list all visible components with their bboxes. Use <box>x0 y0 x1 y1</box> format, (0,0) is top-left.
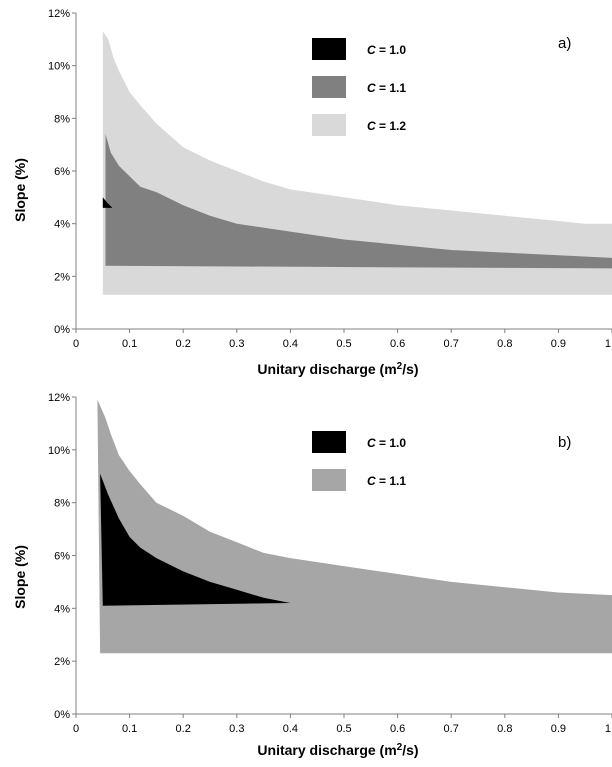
y-tick-label: 10% <box>48 61 70 73</box>
x-tick-label: 0.2 <box>176 338 191 350</box>
x-tick-label: 0.5 <box>336 723 351 735</box>
x-tick-label: 1 <box>605 723 611 735</box>
x-tick-label: 1 <box>605 338 611 350</box>
legend-label: C = 1.2 <box>367 119 406 133</box>
panel-label-b: b) <box>558 434 571 451</box>
series-area-2 <box>102 197 113 208</box>
legend-swatch <box>312 469 346 491</box>
y-tick-label: 0% <box>54 709 70 721</box>
y-tick-label: 4% <box>54 603 70 615</box>
x-tick-label: 0.8 <box>497 723 512 735</box>
legend-label: C = 1.0 <box>367 436 406 450</box>
panel-label-a: a) <box>558 35 571 52</box>
y-tick-label: 10% <box>48 445 70 457</box>
y-tick-label: 4% <box>54 219 70 231</box>
y-tick-label: 0% <box>54 324 70 336</box>
x-tick-label: 0.3 <box>229 723 244 735</box>
x-tick-label: 0.8 <box>497 338 512 350</box>
legend-label: C = 1.1 <box>367 474 406 488</box>
x-tick-label: 0.4 <box>283 723 298 735</box>
x-tick-label: 0.6 <box>390 723 405 735</box>
x-tick-label: 0.3 <box>229 338 244 350</box>
x-tick-label: 0.5 <box>336 338 351 350</box>
legend-swatch <box>312 431 346 453</box>
y-tick-label: 2% <box>54 656 70 668</box>
x-tick-label: 0.1 <box>122 723 137 735</box>
x-axis-title: Unitary discharge (m2/s) <box>257 742 418 758</box>
panel-b: Slope (%) Unitary discharge (m2/s) b) 0%… <box>12 392 612 758</box>
legend-label: C = 1.1 <box>367 81 406 95</box>
y-tick-label: 8% <box>54 498 70 510</box>
x-tick-label: 0.4 <box>283 338 298 350</box>
y-tick-label: 12% <box>48 8 70 20</box>
y-axis-title: Slope (%) <box>12 158 28 222</box>
y-tick-label: 8% <box>54 113 70 125</box>
y-tick-label: 12% <box>48 392 70 404</box>
y-axis-title: Slope (%) <box>12 545 28 609</box>
panel-a: Slope (%) Unitary discharge (m2/s) a) 0%… <box>12 8 612 377</box>
legend-swatch <box>312 38 346 60</box>
series-area-0 <box>97 399 612 654</box>
x-tick-label: 0.2 <box>176 723 191 735</box>
x-tick-label: 0.9 <box>551 338 566 350</box>
x-tick-label: 0 <box>73 723 79 735</box>
x-tick-label: 0 <box>73 338 79 350</box>
y-tick-label: 2% <box>54 271 70 283</box>
x-tick-label: 0.6 <box>390 338 405 350</box>
x-tick-label: 0.7 <box>444 338 459 350</box>
x-tick-label: 0.9 <box>551 723 566 735</box>
legend-swatch <box>312 76 346 98</box>
y-tick-label: 6% <box>54 551 70 563</box>
legend-swatch <box>312 114 346 136</box>
series-area-1 <box>100 473 291 606</box>
legend-label: C = 1.0 <box>367 43 406 57</box>
y-tick-label: 6% <box>54 166 70 178</box>
x-tick-label: 0.7 <box>444 723 459 735</box>
x-tick-label: 0.1 <box>122 338 137 350</box>
x-axis-title: Unitary discharge (m2/s) <box>257 361 418 377</box>
series-area-1 <box>105 134 612 269</box>
